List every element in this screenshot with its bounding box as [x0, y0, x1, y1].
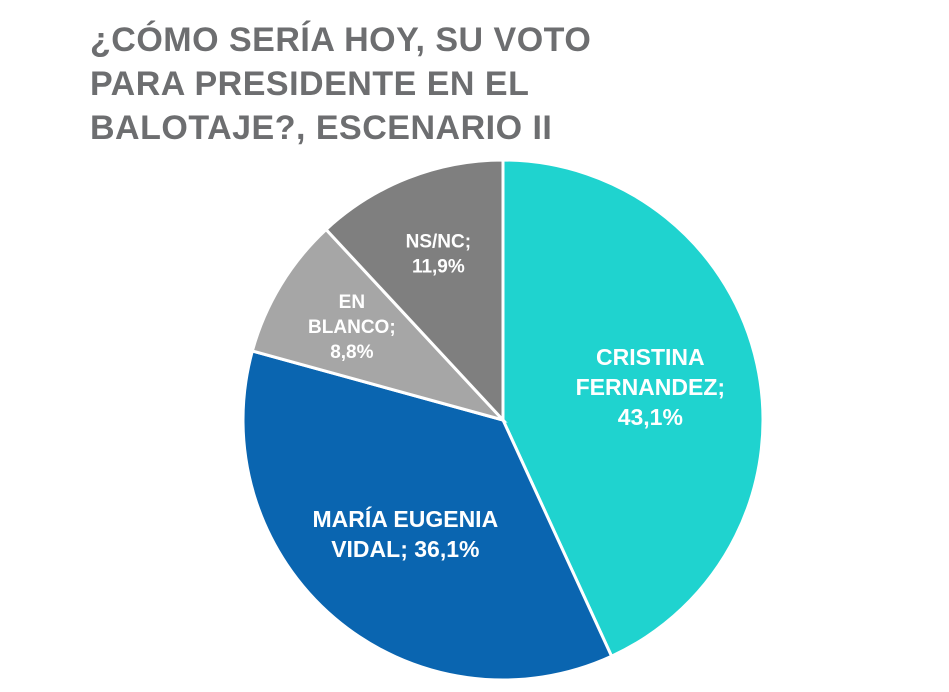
label-category: CRISTINA FERNANDEZ; [575, 343, 726, 400]
pie-slice [501, 158, 765, 659]
data-label: CRISTINA FERNANDEZ; 43,1% [543, 343, 758, 433]
pie-slice [323, 158, 505, 424]
label-value: 11,9% [411, 256, 465, 278]
pie-slice [250, 227, 508, 423]
chart-title: ¿CÓMO SERÍA HOY, SU VOTO PARA PRESIDENTE… [90, 21, 592, 147]
label-value: 36,1% [414, 535, 480, 562]
label-value: 43,1% [617, 403, 683, 430]
data-label: NS/NC; 11,9% [383, 231, 493, 280]
label-category: NS/NC; [405, 231, 472, 253]
data-label: MARÍA EUGENIA VIDAL; 36,1% [298, 505, 513, 565]
label-category: MARÍA EUGENIA VIDAL; [312, 506, 499, 562]
label-category: EN BLANCO; [308, 292, 396, 338]
pie-slice [241, 349, 614, 682]
label-value: 8,8% [330, 341, 374, 363]
data-label: EN BLANCO; 8,8% [297, 291, 407, 365]
